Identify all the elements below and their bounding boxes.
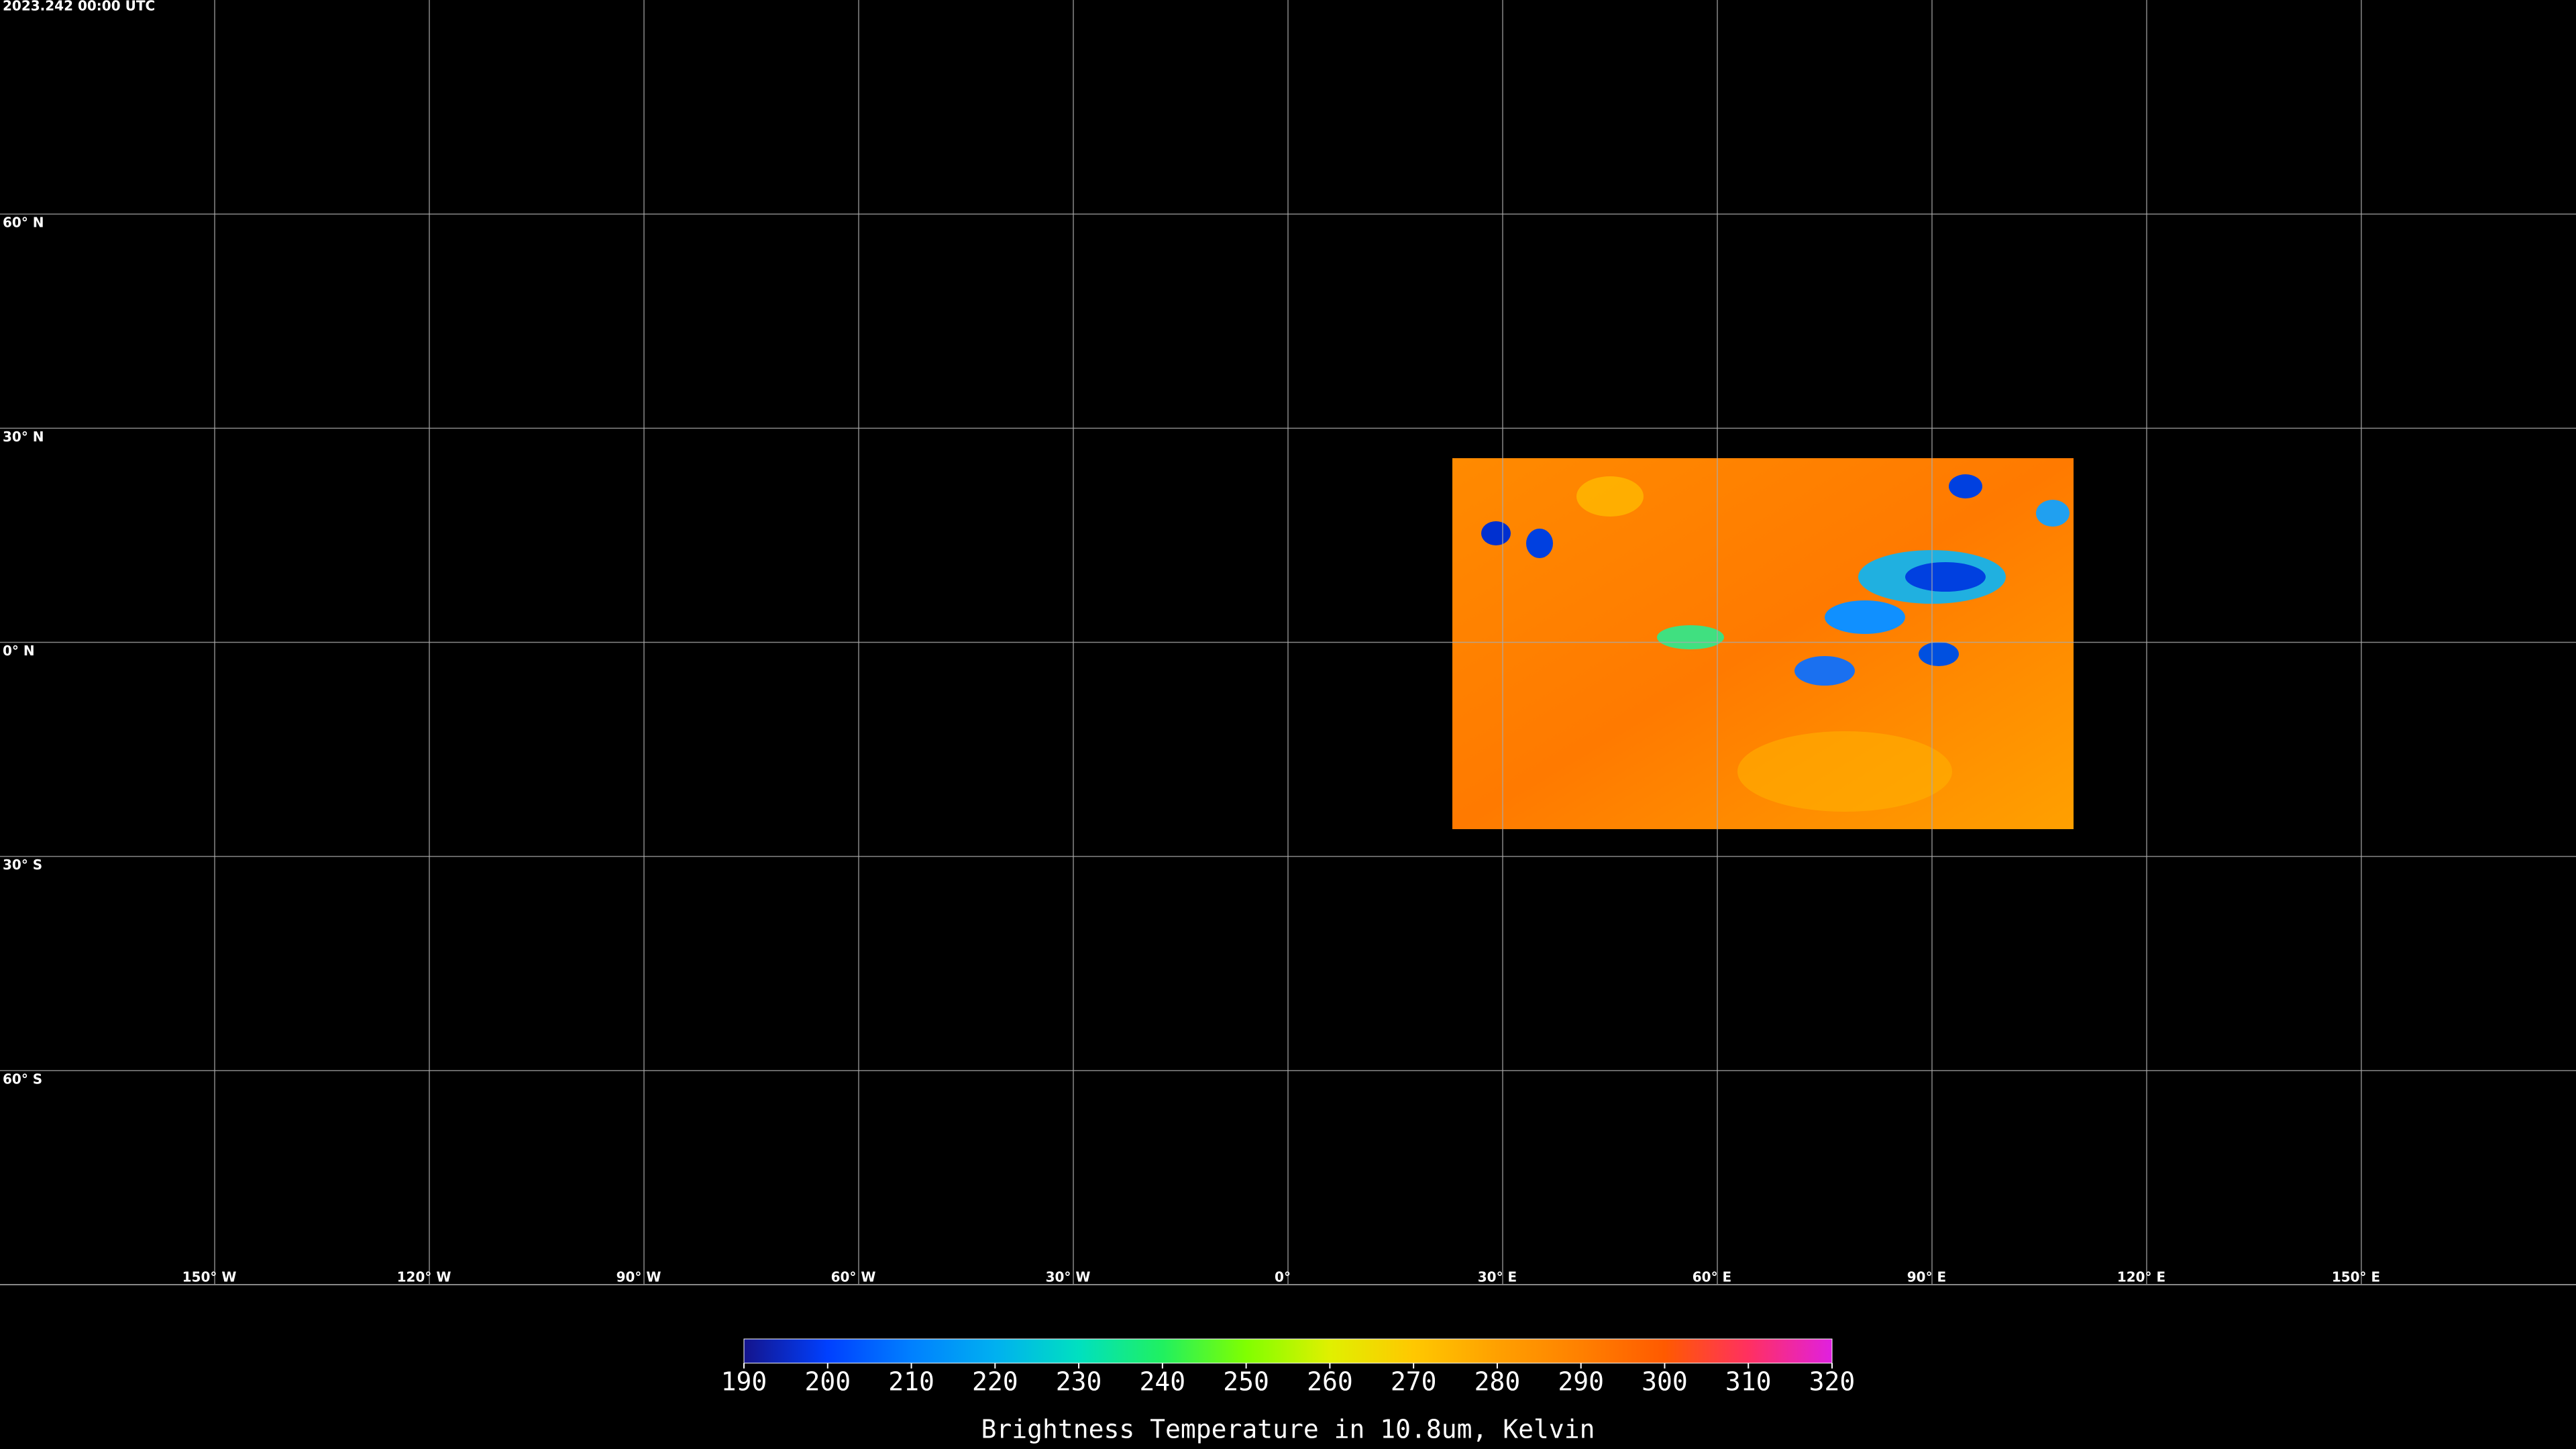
- colorbar-tick-label: 260: [1307, 1367, 1353, 1397]
- cloud: [1481, 521, 1511, 545]
- colorbar-tick-label: 270: [1391, 1367, 1437, 1397]
- lat-label: 60° N: [3, 215, 44, 231]
- lon-label: 150° E: [2332, 1269, 2380, 1285]
- colorbar-tick-label: 230: [1056, 1367, 1102, 1397]
- lon-label: 60° E: [1693, 1269, 1731, 1285]
- satellite-image: [1452, 458, 2074, 829]
- lat-label: 0° N: [3, 643, 35, 659]
- lon-label: 120° W: [397, 1269, 451, 1285]
- lon-label: 90° E: [1907, 1269, 1946, 1285]
- colorbar: [743, 1338, 1833, 1364]
- lon-label: 150° W: [182, 1269, 237, 1285]
- cloud: [1657, 625, 1724, 649]
- cloud: [1576, 476, 1644, 517]
- lon-label: 90° W: [616, 1269, 661, 1285]
- colorbar-tick-label: 200: [804, 1367, 851, 1397]
- lat-label: 30° S: [3, 857, 42, 873]
- lon-label: 60° W: [831, 1269, 876, 1285]
- colorbar-tick-label: 300: [1642, 1367, 1688, 1397]
- colorbar-tick-label: 220: [972, 1367, 1018, 1397]
- colorbar-tick-label: 190: [721, 1367, 767, 1397]
- lon-label: 120° E: [2117, 1269, 2165, 1285]
- colorbar-tick-label: 280: [1474, 1367, 1521, 1397]
- lat-label: 60° S: [3, 1071, 42, 1087]
- lat-label: 30° N: [3, 429, 44, 445]
- cloud: [1794, 656, 1855, 686]
- colorbar-title: Brightness Temperature in 10.8um, Kelvin: [981, 1415, 1595, 1444]
- colorbar-tick-label: 310: [1725, 1367, 1772, 1397]
- cloud: [2036, 500, 2070, 527]
- timestamp: 2023.242 00:00 UTC: [3, 0, 155, 14]
- graticule: [0, 0, 2576, 1285]
- colorbar-tick-label: 210: [888, 1367, 934, 1397]
- cloud: [1905, 562, 1986, 592]
- colorbar-tick-label: 240: [1140, 1367, 1186, 1397]
- cloud: [1737, 731, 1952, 812]
- cloud: [1825, 600, 1905, 634]
- colorbar-tick-label: 290: [1558, 1367, 1604, 1397]
- lon-label: 30° W: [1046, 1269, 1091, 1285]
- cloud: [1526, 529, 1553, 558]
- colorbar-tick-label: 250: [1223, 1367, 1269, 1397]
- cloud: [1949, 474, 1982, 498]
- lon-label: 30° E: [1478, 1269, 1517, 1285]
- colorbar-tick-label: 320: [1809, 1367, 1856, 1397]
- lon-label: 0°: [1275, 1269, 1291, 1285]
- cloud: [1919, 642, 1959, 666]
